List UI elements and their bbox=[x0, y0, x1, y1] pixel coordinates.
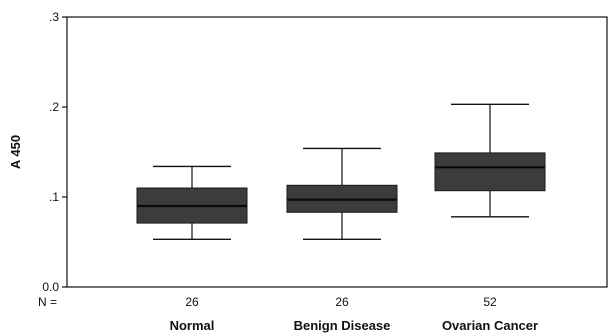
interquartile-box bbox=[434, 152, 546, 192]
category-label: Normal bbox=[170, 318, 215, 333]
y-tick-label: .1 bbox=[49, 190, 59, 204]
n-prefix-label: N = bbox=[38, 295, 57, 309]
category-labels: 26 Normal 26 Benign Disease 52 Ovarian Cancer bbox=[170, 295, 538, 333]
y-tick-label: .3 bbox=[49, 10, 59, 24]
box-group-2 bbox=[286, 147, 398, 241]
n-value-label: 26 bbox=[335, 295, 349, 309]
box-series bbox=[136, 103, 546, 241]
y-tick-label: 0.0 bbox=[42, 280, 59, 294]
n-value-label: 52 bbox=[483, 295, 497, 309]
category-label: Ovarian Cancer bbox=[442, 318, 538, 333]
y-axis-label: A 450 bbox=[8, 135, 23, 169]
plot-frame bbox=[66, 16, 608, 288]
category-label: Benign Disease bbox=[294, 318, 391, 333]
box-group-1 bbox=[136, 165, 248, 241]
y-tick-label: .2 bbox=[49, 100, 59, 114]
box-group-3 bbox=[434, 103, 546, 218]
y-axis: 0.0 .1 .2 .3 bbox=[42, 10, 67, 294]
n-value-label: 26 bbox=[185, 295, 199, 309]
